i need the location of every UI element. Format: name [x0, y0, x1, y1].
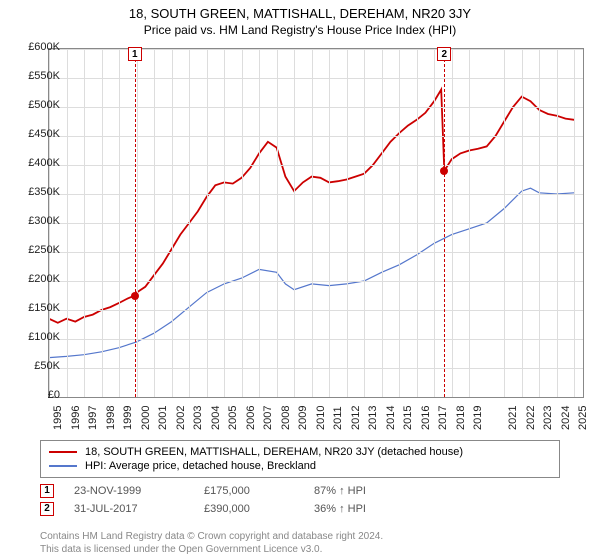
- legend-row: 18, SOUTH GREEN, MATTISHALL, DEREHAM, NR…: [49, 445, 551, 459]
- y-axis-label: £200K: [16, 273, 60, 285]
- y-axis-label: £0: [16, 389, 60, 401]
- x-axis-label: 1996: [70, 406, 82, 430]
- sale-marker-box: 2: [437, 47, 451, 61]
- x-axis-label: 2021: [507, 406, 519, 430]
- sale-marker-box: 1: [128, 47, 142, 61]
- x-axis-label: 2011: [332, 406, 344, 430]
- y-axis-label: £150K: [16, 302, 60, 314]
- x-axis-label: 2022: [525, 406, 537, 430]
- x-axis-label: 2014: [385, 406, 397, 430]
- x-axis-label: 2013: [367, 406, 379, 430]
- x-axis-label: 1995: [52, 406, 64, 430]
- sale-marker-line: [444, 49, 445, 397]
- x-axis-label: 2000: [140, 406, 152, 430]
- x-axis-label: 2015: [402, 406, 414, 430]
- x-axis-label: 2002: [175, 406, 187, 430]
- sale-row: 2 31-JUL-2017£390,00036% ↑ HPI: [40, 500, 414, 518]
- sale-pct: 36% ↑ HPI: [314, 503, 414, 515]
- x-axis-label: 2025: [577, 406, 589, 430]
- legend-swatch: [49, 465, 77, 467]
- y-axis-label: £300K: [16, 215, 60, 227]
- chart-subtitle: Price paid vs. HM Land Registry's House …: [0, 21, 600, 41]
- sale-pct: 87% ↑ HPI: [314, 485, 414, 497]
- legend-box: 18, SOUTH GREEN, MATTISHALL, DEREHAM, NR…: [40, 440, 560, 478]
- y-axis-label: £100K: [16, 331, 60, 343]
- x-axis-label: 2012: [350, 406, 362, 430]
- x-axis-label: 2007: [262, 406, 274, 430]
- x-axis-label: 2006: [245, 406, 257, 430]
- x-axis-label: 2005: [227, 406, 239, 430]
- x-axis-label: 2024: [560, 406, 572, 430]
- legend-label: 18, SOUTH GREEN, MATTISHALL, DEREHAM, NR…: [85, 446, 463, 458]
- x-axis-label: 2010: [315, 406, 327, 430]
- sale-date: 23-NOV-1999: [74, 485, 204, 497]
- sale-point-dot: [440, 167, 448, 175]
- sale-row-marker: 2: [40, 502, 54, 516]
- y-axis-label: £350K: [16, 186, 60, 198]
- x-axis-label: 2001: [157, 406, 169, 430]
- sale-row: 1 23-NOV-1999£175,00087% ↑ HPI: [40, 482, 414, 500]
- y-axis-label: £500K: [16, 99, 60, 111]
- y-axis-label: £250K: [16, 244, 60, 256]
- sale-price: £175,000: [204, 485, 314, 497]
- x-axis-label: 2017: [437, 406, 449, 430]
- x-axis-label: 2008: [280, 406, 292, 430]
- footer-line2: This data is licensed under the Open Gov…: [40, 543, 383, 556]
- sale-row-marker: 1: [40, 484, 54, 498]
- sale-marker-line: [135, 49, 136, 397]
- y-axis-label: £50K: [16, 360, 60, 372]
- legend-label: HPI: Average price, detached house, Brec…: [85, 460, 316, 472]
- footer-attribution: Contains HM Land Registry data © Crown c…: [40, 530, 383, 556]
- chart-title: 18, SOUTH GREEN, MATTISHALL, DEREHAM, NR…: [0, 0, 600, 21]
- chart-plot-area: 12: [48, 48, 584, 398]
- sale-point-dot: [131, 292, 139, 300]
- y-axis-label: £400K: [16, 157, 60, 169]
- legend-swatch: [49, 451, 77, 453]
- x-axis-label: 1999: [122, 406, 134, 430]
- sale-price: £390,000: [204, 503, 314, 515]
- x-axis-label: 2016: [420, 406, 432, 430]
- x-axis-label: 2004: [210, 406, 222, 430]
- x-axis-label: 2009: [297, 406, 309, 430]
- y-axis-label: £450K: [16, 128, 60, 140]
- legend-row: HPI: Average price, detached house, Brec…: [49, 459, 551, 473]
- x-axis-label: 1997: [87, 406, 99, 430]
- x-axis-label: 2019: [472, 406, 484, 430]
- y-axis-label: £600K: [16, 41, 60, 53]
- y-axis-label: £550K: [16, 70, 60, 82]
- sales-table: 1 23-NOV-1999£175,00087% ↑ HPI 2 31-JUL-201…: [40, 482, 414, 518]
- x-axis-label: 2023: [542, 406, 554, 430]
- x-axis-label: 2018: [455, 406, 467, 430]
- x-axis-label: 2003: [192, 406, 204, 430]
- sale-date: 31-JUL-2017: [74, 503, 204, 515]
- footer-line1: Contains HM Land Registry data © Crown c…: [40, 530, 383, 543]
- x-axis-label: 1998: [105, 406, 117, 430]
